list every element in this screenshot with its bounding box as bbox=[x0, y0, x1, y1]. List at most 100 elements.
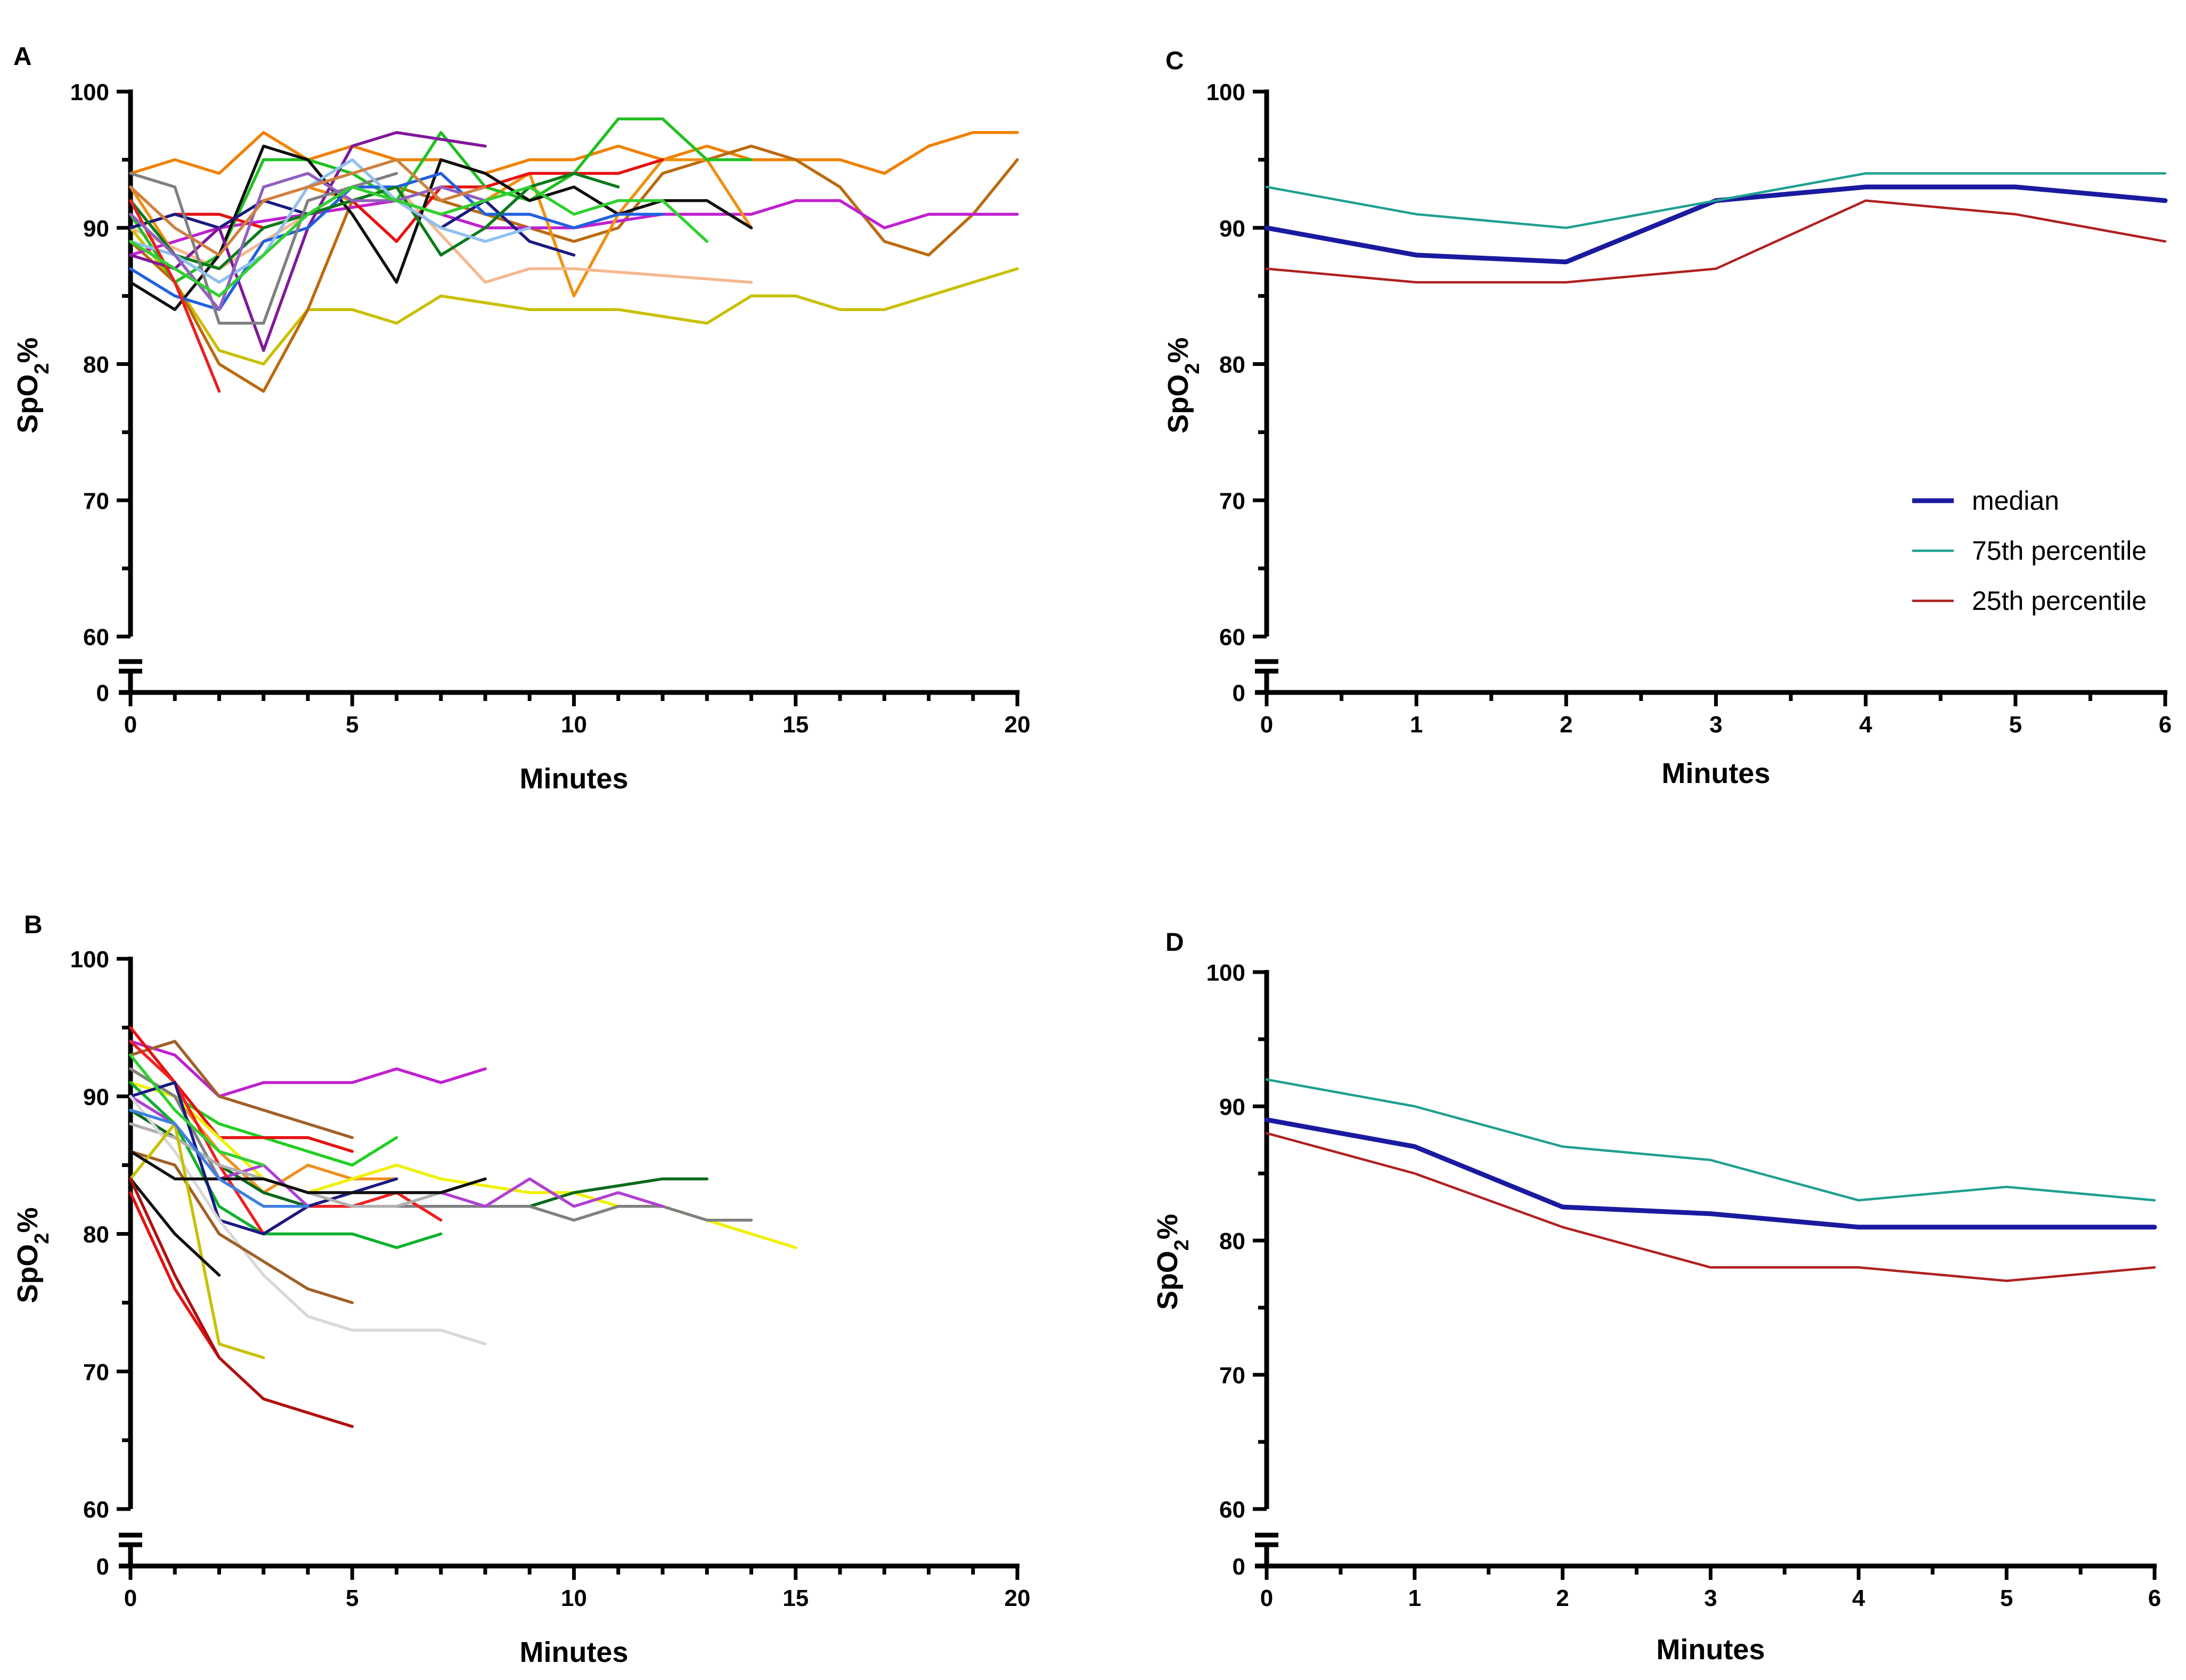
x-axis-title: Minutes bbox=[519, 763, 628, 795]
series-line-16 bbox=[129, 1122, 265, 1359]
legend-label: median bbox=[1972, 486, 2059, 516]
x-tick-label: 10 bbox=[561, 712, 587, 738]
series-line-2 bbox=[1265, 1078, 2156, 1202]
y-tick-label: 100 bbox=[70, 79, 109, 105]
series-line-2 bbox=[1265, 172, 2167, 230]
series-line-22 bbox=[129, 1054, 265, 1167]
x-tick-label: 2 bbox=[1556, 1585, 1569, 1611]
x-tick-label: 20 bbox=[1005, 712, 1031, 738]
series-line-2 bbox=[129, 1040, 354, 1139]
legend-label: 75th percentile bbox=[1972, 536, 2147, 566]
x-tick-label: 6 bbox=[2148, 1585, 2161, 1611]
x-tick-label: 4 bbox=[1852, 1585, 1865, 1611]
series-line-10 bbox=[129, 185, 576, 257]
panel-label: D bbox=[1165, 928, 1184, 957]
series-line-4 bbox=[129, 199, 1019, 257]
x-tick-label: 6 bbox=[2159, 712, 2172, 738]
y-axis-title: SpO2% bbox=[12, 1207, 53, 1303]
legend-label: 25th percentile bbox=[1972, 586, 2147, 616]
series-line-1 bbox=[1264, 1117, 2157, 1230]
y-tick-label: 60 bbox=[83, 1497, 109, 1523]
panel-a: A 60 70 80 90 100 00 5 10 15 20 Minutes SpO2% bbox=[12, 43, 1030, 795]
series-line-21 bbox=[129, 1108, 309, 1208]
series-line-15 bbox=[129, 1149, 354, 1304]
y-tick-label-zero: 0 bbox=[1233, 680, 1245, 706]
y-tick-label: 60 bbox=[1219, 1497, 1245, 1523]
y-tick-label: 70 bbox=[83, 1359, 109, 1385]
y-tick-label: 70 bbox=[83, 488, 109, 514]
panel-label: A bbox=[13, 43, 32, 71]
series-line-19 bbox=[129, 158, 487, 257]
legend: median 75th percentile 25th percentile bbox=[1912, 486, 2147, 616]
y-tick-label: 70 bbox=[1219, 488, 1245, 514]
y-tick-label: 100 bbox=[1206, 79, 1245, 105]
series-line-18 bbox=[129, 1149, 487, 1194]
series-line-3 bbox=[1265, 199, 2167, 284]
y-tick-label: 60 bbox=[1219, 624, 1245, 650]
panel-b: B 60 70 80 90 100 00 5 10 15 20 Minutes SpO2% bbox=[12, 911, 1030, 1668]
x-tick-label: 5 bbox=[2009, 712, 2022, 738]
x-tick-label: 3 bbox=[1704, 1585, 1717, 1611]
panel-c: C 60 70 80 90 100 00 1 2 3 4 5 6 Minutes SpO2% median 75… bbox=[1162, 47, 2172, 789]
series-line-17 bbox=[129, 172, 487, 311]
x-tick-label: 15 bbox=[782, 712, 809, 738]
series-line-4 bbox=[129, 1026, 354, 1153]
y-tick-label: 80 bbox=[83, 1222, 109, 1248]
x-tick-label: 5 bbox=[346, 1585, 358, 1611]
series-line-3 bbox=[129, 144, 1019, 393]
y-tick-label-zero: 0 bbox=[96, 1554, 109, 1580]
x-tick-label: 20 bbox=[1005, 1585, 1031, 1611]
series-line-1 bbox=[129, 1040, 487, 1098]
y-axis-title: SpO2% bbox=[12, 337, 53, 433]
series-line-1 bbox=[1264, 184, 2168, 265]
panel-label: C bbox=[1165, 47, 1184, 75]
y-tick-label: 100 bbox=[1206, 960, 1245, 986]
x-tick-label: 2 bbox=[1560, 712, 1572, 738]
series-line-18 bbox=[129, 185, 709, 298]
y-tick-label: 100 bbox=[70, 947, 109, 973]
series-line-8 bbox=[129, 1067, 753, 1222]
series-line-20 bbox=[129, 1177, 354, 1428]
series-line-14 bbox=[129, 1095, 487, 1345]
x-axis-title: Minutes bbox=[1656, 1634, 1765, 1666]
series-line-17 bbox=[129, 1177, 221, 1277]
x-axis-title: Minutes bbox=[1661, 757, 1770, 789]
y-tick-label: 80 bbox=[1219, 1228, 1245, 1254]
y-axis-title: SpO2% bbox=[1152, 1214, 1193, 1310]
series-line-7 bbox=[129, 117, 753, 284]
y-tick-label: 90 bbox=[83, 1084, 109, 1110]
x-tick-label: 4 bbox=[1859, 712, 1872, 738]
x-tick-label: 15 bbox=[782, 1585, 809, 1611]
series-line-2 bbox=[129, 226, 1019, 366]
y-tick-label: 90 bbox=[1219, 216, 1245, 242]
x-tick-label: 0 bbox=[124, 712, 137, 738]
series-line-3 bbox=[1265, 1132, 2156, 1282]
y-tick-label: 80 bbox=[83, 352, 109, 378]
y-tick-label: 80 bbox=[1219, 352, 1245, 378]
y-tick-label: 60 bbox=[83, 624, 109, 650]
x-tick-label: 1 bbox=[1410, 712, 1423, 738]
x-tick-label: 0 bbox=[1260, 1585, 1273, 1611]
x-tick-label: 0 bbox=[124, 1585, 137, 1611]
x-tick-label: 5 bbox=[346, 712, 358, 738]
x-tick-label: 1 bbox=[1408, 1585, 1421, 1611]
series-line-6 bbox=[129, 185, 753, 284]
y-tick-label: 90 bbox=[83, 216, 109, 242]
y-tick-label: 90 bbox=[1219, 1094, 1245, 1120]
x-tick-label: 3 bbox=[1709, 712, 1722, 738]
y-axis-title: SpO2% bbox=[1162, 337, 1204, 433]
series-line-1 bbox=[129, 131, 1019, 175]
x-tick-label: 10 bbox=[561, 1585, 587, 1611]
y-tick-label: 70 bbox=[1219, 1363, 1245, 1389]
series-line-10 bbox=[129, 1081, 443, 1250]
series-line-19 bbox=[129, 1191, 221, 1359]
y-tick-label-zero: 0 bbox=[96, 680, 109, 706]
series-line-15 bbox=[129, 158, 532, 284]
x-axis-title: Minutes bbox=[519, 1636, 628, 1668]
panel-label: B bbox=[24, 911, 43, 939]
x-tick-label: 0 bbox=[1260, 712, 1273, 738]
y-tick-label-zero: 0 bbox=[1233, 1554, 1245, 1580]
x-tick-label: 5 bbox=[2000, 1585, 2013, 1611]
panel-d: D 60 70 80 90 100 00 1 2 3 4 5 6 Minutes SpO2% bbox=[1152, 928, 2161, 1666]
